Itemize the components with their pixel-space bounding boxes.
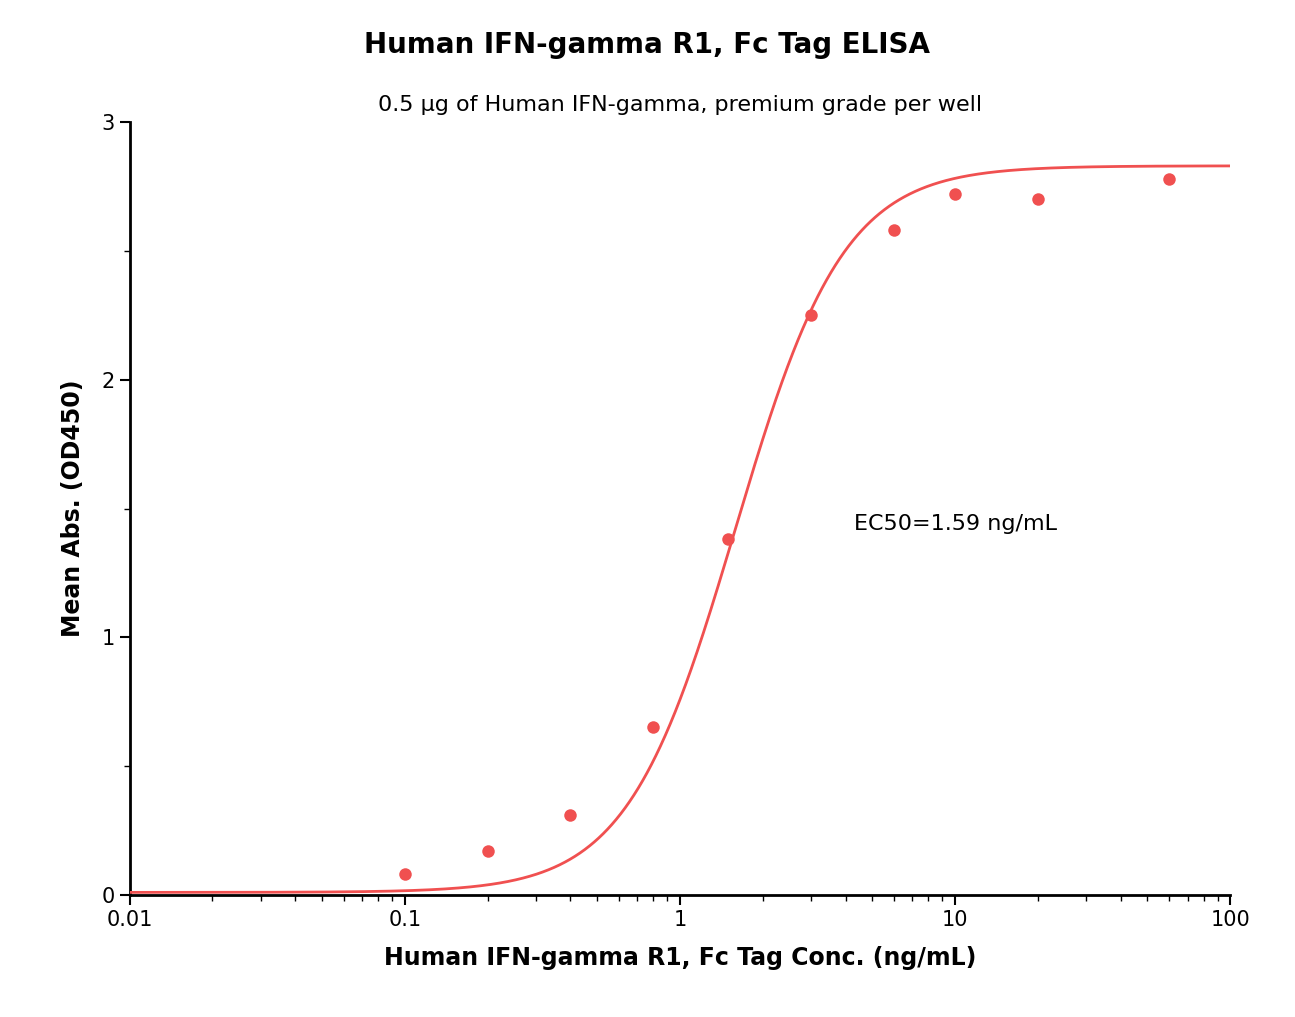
Text: EC50=1.59 ng/mL: EC50=1.59 ng/mL bbox=[853, 514, 1057, 534]
Title: 0.5 μg of Human IFN-gamma, premium grade per well: 0.5 μg of Human IFN-gamma, premium grade… bbox=[378, 95, 982, 115]
X-axis label: Human IFN-gamma R1, Fc Tag Conc. (ng/mL): Human IFN-gamma R1, Fc Tag Conc. (ng/mL) bbox=[383, 946, 976, 970]
Y-axis label: Mean Abs. (OD450): Mean Abs. (OD450) bbox=[61, 379, 85, 638]
Text: Human IFN-gamma R1, Fc Tag ELISA: Human IFN-gamma R1, Fc Tag ELISA bbox=[364, 31, 931, 59]
